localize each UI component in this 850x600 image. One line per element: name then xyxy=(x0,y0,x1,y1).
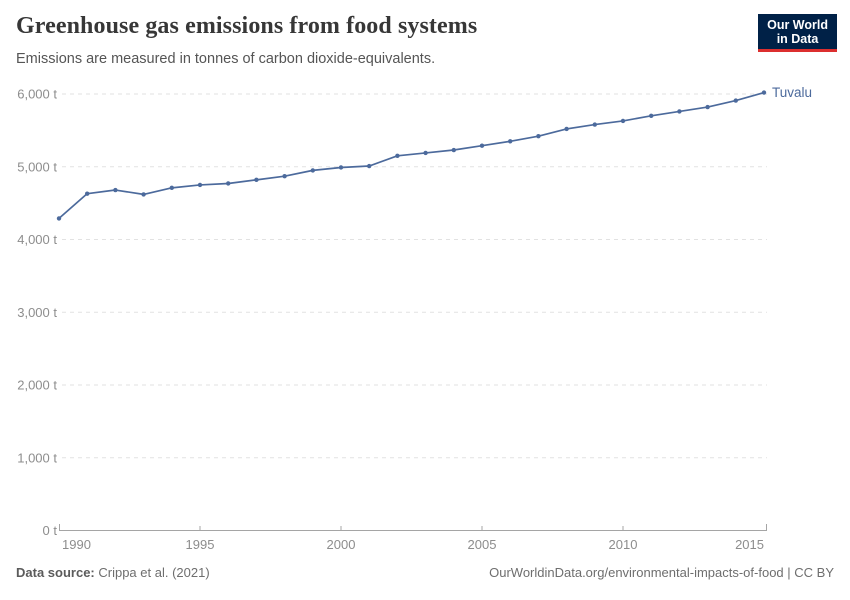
data-point[interactable] xyxy=(508,139,513,144)
data-point[interactable] xyxy=(705,104,710,110)
data-point[interactable] xyxy=(169,185,174,191)
y-axis-tick-label: 4,000 t xyxy=(17,232,57,247)
y-axis-tick-label: 6,000 t xyxy=(17,87,57,102)
data-point[interactable] xyxy=(564,126,569,132)
data-point[interactable] xyxy=(282,174,287,179)
data-point[interactable] xyxy=(479,143,485,148)
data-point[interactable] xyxy=(677,109,682,114)
data-point[interactable] xyxy=(85,191,90,196)
owid-logo-line1: Our World xyxy=(767,18,828,32)
data-point[interactable] xyxy=(226,181,231,186)
x-axis-tick-label: 1995 xyxy=(186,537,215,552)
y-axis-tick-label: 3,000 t xyxy=(17,305,57,320)
y-axis-tick-label: 0 t xyxy=(43,523,58,538)
data-line xyxy=(58,91,765,220)
x-axis-tick-label: 2005 xyxy=(468,537,497,552)
data-point[interactable] xyxy=(197,182,203,188)
data-point[interactable] xyxy=(141,192,146,197)
chart-subtitle: Emissions are measured in tonnes of carb… xyxy=(16,51,436,67)
x-axis-tick-label: 2010 xyxy=(609,537,638,552)
footer-credit[interactable]: OurWorldinData.org/environmental-impacts… xyxy=(489,565,834,580)
data-point[interactable] xyxy=(56,216,62,221)
data-point[interactable] xyxy=(338,165,344,170)
data-point[interactable] xyxy=(620,118,626,124)
owid-logo[interactable]: Our World in Data xyxy=(758,14,837,52)
data-point[interactable] xyxy=(423,150,428,156)
data-source: Data source: Crippa et al. (2021) xyxy=(16,565,210,580)
chart-title: Greenhouse gas emissions from food syste… xyxy=(16,13,478,39)
y-axis-tick-label: 2,000 t xyxy=(17,378,57,393)
data-point[interactable] xyxy=(733,98,738,103)
x-axis-tick-label: 1990 xyxy=(62,537,91,552)
data-point[interactable] xyxy=(451,147,456,153)
data-point[interactable] xyxy=(367,163,372,169)
data-point[interactable] xyxy=(592,122,597,127)
x-axis-tick-label: 2000 xyxy=(327,537,356,552)
data-point[interactable] xyxy=(254,177,259,183)
y-axis-tick-label: 5,000 t xyxy=(17,159,57,174)
data-point[interactable] xyxy=(536,133,541,139)
entity-label[interactable]: Tuvalu xyxy=(772,85,812,100)
data-point[interactable] xyxy=(310,168,315,173)
data-point[interactable] xyxy=(761,90,767,95)
data-point[interactable] xyxy=(113,187,118,193)
data-source-value: Crippa et al. (2021) xyxy=(94,565,210,580)
owid-logo-line2: in Data xyxy=(776,32,819,46)
x-axis-tick-label: 2015 xyxy=(735,537,764,552)
data-point[interactable] xyxy=(395,153,400,159)
data-source-label: Data source: xyxy=(16,565,95,580)
chart-footer: Data source: Crippa et al. (2021) OurWor… xyxy=(16,565,834,580)
y-axis-tick-label: 1,000 t xyxy=(17,450,57,465)
data-point[interactable] xyxy=(649,113,654,119)
